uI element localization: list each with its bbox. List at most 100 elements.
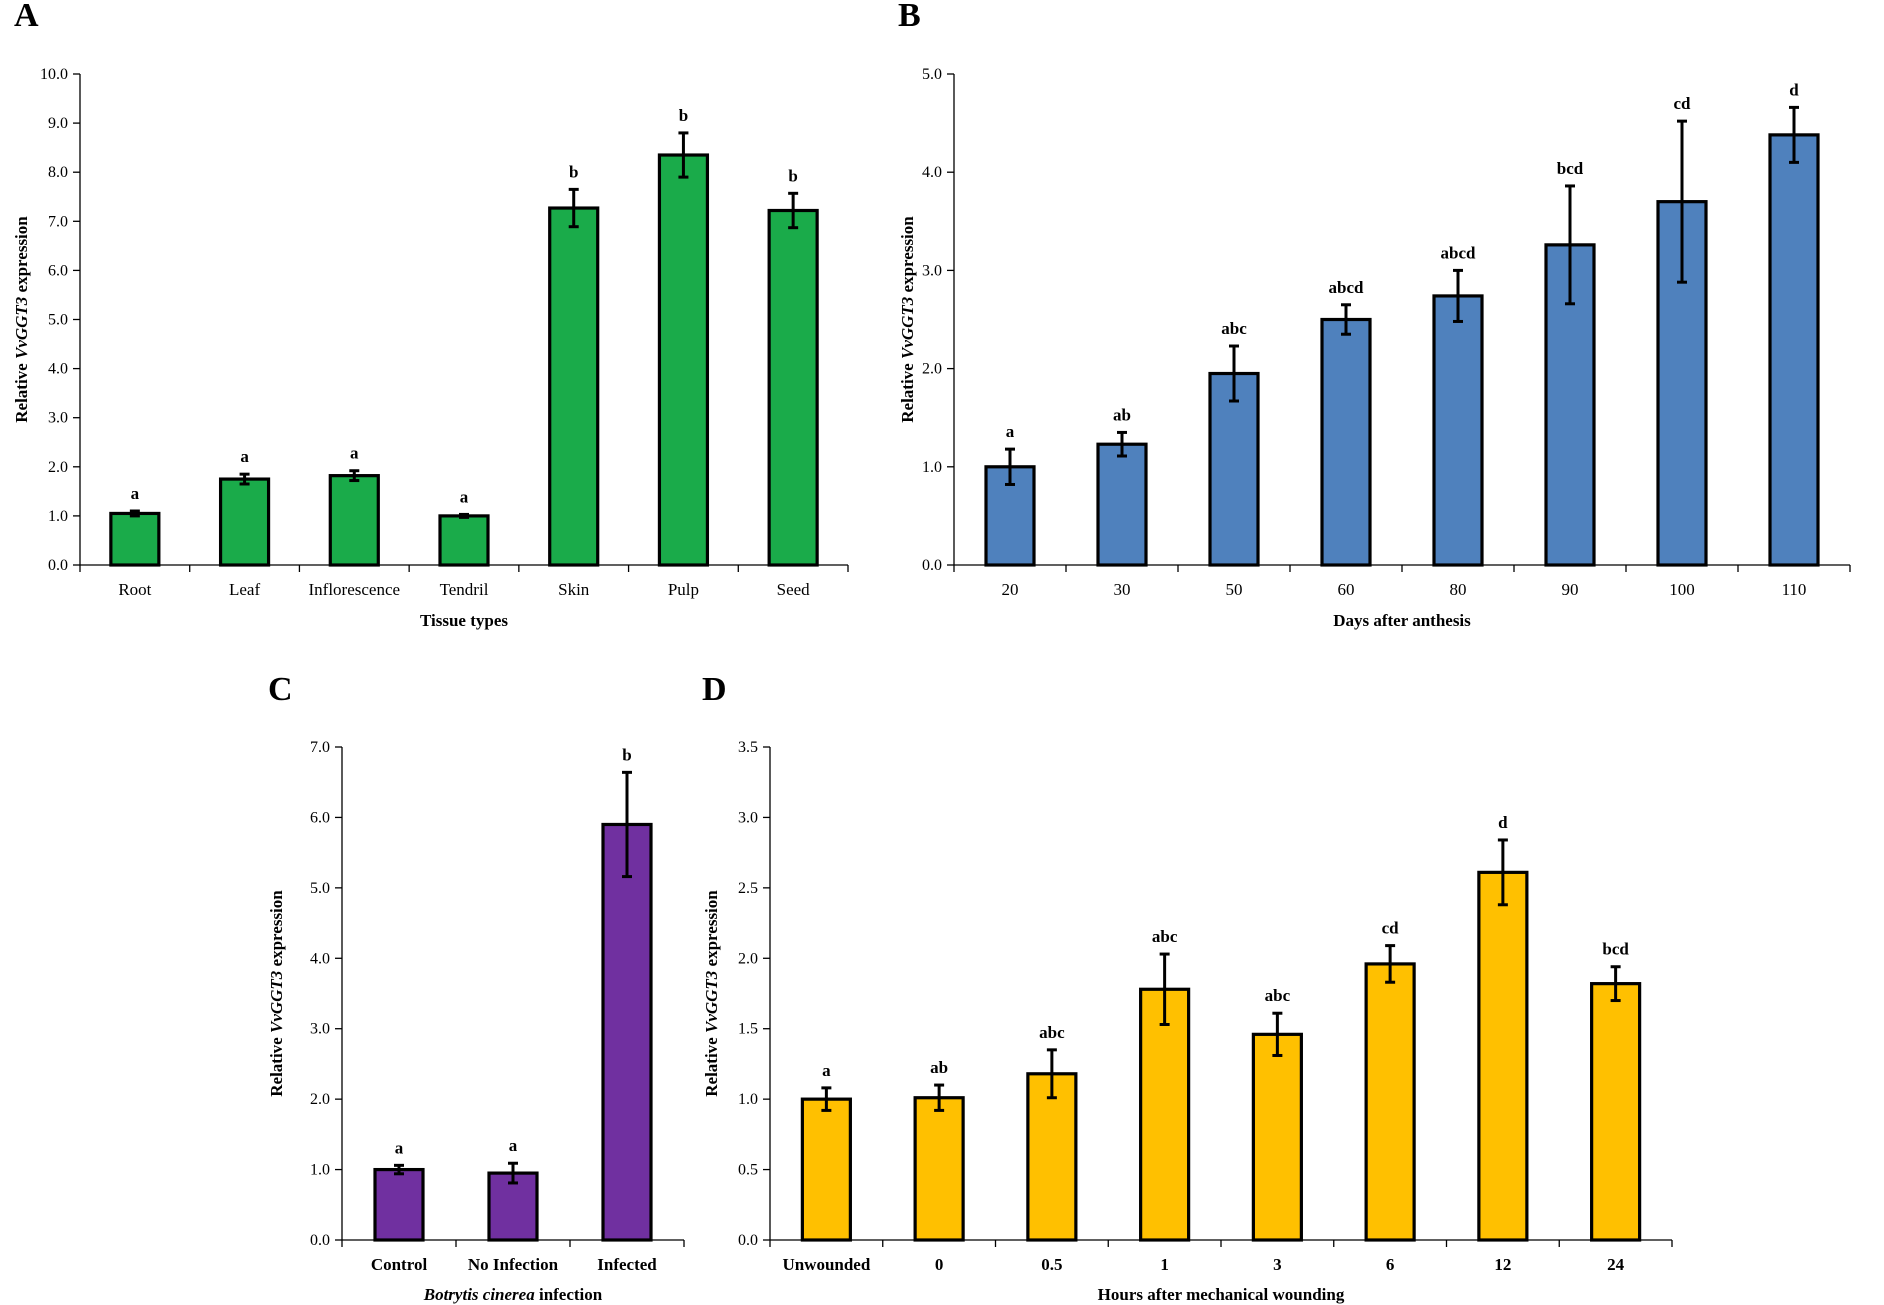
bar bbox=[913, 1096, 965, 1242]
significance-label: a bbox=[509, 1136, 518, 1155]
y-axis-title-suffix: expression bbox=[12, 216, 31, 297]
significance-label: a bbox=[395, 1138, 404, 1157]
category-label: 24 bbox=[1607, 1255, 1625, 1274]
significance-label: abcd bbox=[1441, 243, 1477, 262]
category-label: Pulp bbox=[668, 580, 699, 599]
bar bbox=[1477, 870, 1529, 1242]
panel-c: C 0.0 1.0 2.0 3.0 4.0 5.0 6.0 7.0 a Control a No Inf… bbox=[267, 671, 685, 1304]
error-bar bbox=[622, 770, 632, 879]
y-tick-label: 3.0 bbox=[310, 1021, 330, 1038]
bar bbox=[1139, 987, 1191, 1242]
category-label: 60 bbox=[1338, 580, 1355, 599]
significance-label: d bbox=[1498, 813, 1508, 832]
x-axis-title-rest: infection bbox=[535, 1285, 603, 1304]
bar bbox=[1208, 371, 1260, 567]
category-label: 6 bbox=[1386, 1255, 1395, 1274]
bar bbox=[1432, 294, 1484, 567]
error-bar bbox=[1565, 184, 1575, 306]
error-bar bbox=[1453, 268, 1463, 323]
error-bar bbox=[1385, 944, 1396, 984]
panel-d: D 0.0 0.5 1.0 1.5 2.0 2.5 3.0 3.5 a Unwounded ab 0 ab… bbox=[702, 671, 1673, 1304]
category-label: Infected bbox=[597, 1255, 657, 1274]
error-bar bbox=[394, 1163, 404, 1176]
x-axis-title: Hours after mechanical wounding bbox=[1098, 1285, 1345, 1304]
error-bar bbox=[129, 509, 140, 518]
error-bar bbox=[1117, 430, 1127, 458]
error-bar bbox=[821, 1086, 832, 1112]
error-bar bbox=[1046, 1048, 1057, 1100]
y-tick-label: 3.0 bbox=[922, 262, 942, 279]
y-axis-title-gene: VvGGT3 bbox=[12, 296, 31, 359]
category-label: 50 bbox=[1226, 580, 1243, 599]
significance-label: a bbox=[1006, 422, 1015, 441]
significance-label: abc bbox=[1221, 319, 1247, 338]
significance-label: b bbox=[788, 166, 797, 185]
category-label: 30 bbox=[1114, 580, 1131, 599]
y-tick-label: 2.5 bbox=[738, 880, 758, 897]
y-tick-label: 0.5 bbox=[738, 1162, 758, 1179]
significance-label: d bbox=[1789, 80, 1799, 99]
category-label: 90 bbox=[1562, 580, 1579, 599]
category-label: Unwounded bbox=[782, 1255, 870, 1274]
category-label: 1 bbox=[1160, 1255, 1169, 1274]
error-bar bbox=[1789, 105, 1799, 164]
x-axis-title-italic: Botrytis cinerea bbox=[423, 1285, 535, 1304]
y-tick-label: 5.0 bbox=[922, 66, 942, 83]
y-tick-label: 4.0 bbox=[48, 361, 68, 378]
error-bar bbox=[1272, 1011, 1283, 1057]
error-bar bbox=[1610, 965, 1621, 1003]
significance-label: ab bbox=[1113, 405, 1131, 424]
significance-label: abcd bbox=[1329, 278, 1365, 297]
panel-letter: A bbox=[14, 0, 39, 34]
y-tick-label: 2.0 bbox=[738, 950, 758, 967]
category-label: No Infection bbox=[468, 1255, 559, 1274]
y-axis-title-suffix: expression bbox=[702, 890, 721, 971]
panel-a: A 0.0 1.0 2.0 3.0 4.0 5.0 6.0 7.0 8.0 9.0 10.0 a Root… bbox=[12, 0, 849, 630]
category-label: 100 bbox=[1669, 580, 1695, 599]
error-bar bbox=[678, 131, 689, 179]
y-tick-label: 1.5 bbox=[738, 1021, 758, 1038]
y-tick-label: 3.5 bbox=[738, 739, 758, 756]
x-axis-title: Days after anthesis bbox=[1333, 611, 1471, 630]
panel-letter: D bbox=[702, 671, 727, 708]
bar bbox=[328, 474, 380, 567]
y-axis-title: Relative VvGGT3 expression bbox=[702, 890, 721, 1097]
bar bbox=[1320, 317, 1372, 567]
significance-label: cd bbox=[1674, 94, 1692, 113]
category-label: 20 bbox=[1002, 580, 1019, 599]
error-bar bbox=[788, 191, 799, 230]
error-bar bbox=[1159, 952, 1170, 1026]
significance-label: ab bbox=[930, 1058, 948, 1077]
y-axis-title-suffix: expression bbox=[898, 216, 917, 297]
error-bar bbox=[508, 1161, 518, 1185]
bar bbox=[109, 511, 161, 567]
bar bbox=[1251, 1032, 1303, 1242]
panel-letter: C bbox=[268, 671, 293, 708]
y-axis-title-gene: VvGGT3 bbox=[898, 296, 917, 359]
error-bar bbox=[459, 512, 469, 519]
bar bbox=[657, 153, 710, 567]
significance-label: a bbox=[240, 447, 249, 466]
significance-label: b bbox=[569, 162, 578, 181]
category-label: 0.5 bbox=[1041, 1255, 1062, 1274]
y-tick-label: 1.0 bbox=[922, 459, 942, 476]
bar bbox=[373, 1167, 425, 1242]
significance-label: abc bbox=[1152, 927, 1178, 946]
bar bbox=[800, 1097, 852, 1242]
y-axis-title-suffix: expression bbox=[267, 890, 286, 971]
category-label: Tendril bbox=[440, 580, 489, 599]
significance-label: cd bbox=[1382, 919, 1400, 938]
significance-label: bcd bbox=[1557, 159, 1584, 178]
category-label: 0 bbox=[935, 1255, 944, 1274]
y-tick-label: 6.0 bbox=[48, 262, 68, 279]
y-tick-label: 4.0 bbox=[922, 164, 942, 181]
error-bar bbox=[1341, 303, 1351, 336]
y-axis-title: Relative VvGGT3 expression bbox=[12, 216, 31, 423]
y-tick-label: 1.0 bbox=[48, 508, 68, 525]
y-axis-title-prefix: Relative bbox=[702, 1033, 721, 1097]
category-label: Control bbox=[371, 1255, 428, 1274]
y-tick-label: 3.0 bbox=[738, 809, 758, 826]
bar bbox=[218, 477, 271, 567]
y-tick-label: 8.0 bbox=[48, 164, 68, 181]
significance-label: a bbox=[460, 487, 469, 506]
